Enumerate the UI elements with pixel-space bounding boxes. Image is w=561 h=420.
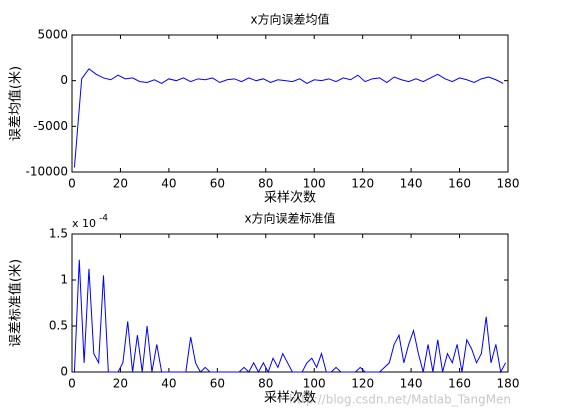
x-tick-label: 100: [303, 377, 326, 391]
x-tick-label: 80: [258, 377, 273, 391]
y-tick-label: -5000: [33, 119, 68, 133]
y-tick-label: 0.5: [49, 319, 68, 333]
x-tick-label: 180: [497, 377, 520, 391]
x-axis-label: 采样次数: [264, 390, 316, 406]
data-line: [73, 259, 507, 374]
y-axis-label: 误差均值(米): [8, 66, 24, 141]
x-tick-label: 20: [113, 177, 128, 191]
x-tick-label: 80: [258, 177, 273, 191]
watermark: http://blog.csdn.net/Matlab_TangMen: [289, 393, 511, 407]
x-tick-label: 60: [210, 377, 225, 391]
x-tick-label: 140: [400, 177, 423, 191]
x-tick-label: 120: [351, 177, 374, 191]
x-axis-label: 采样次数: [264, 190, 316, 206]
chart-title: x方向误差标准值: [244, 211, 335, 226]
axis-multiplier-exp: -4: [99, 214, 108, 224]
y-tick-label: 1: [60, 273, 68, 287]
x-tick-label: 120: [351, 377, 374, 391]
x-tick-label: 100: [303, 177, 326, 191]
y-tick-label: 0: [60, 73, 68, 87]
y-tick-label: 5000: [37, 28, 68, 42]
chart-title: x方向误差均值: [250, 12, 329, 27]
x-tick-label: 160: [448, 177, 471, 191]
x-tick-label: 180: [497, 177, 520, 191]
axes-box: [71, 34, 509, 173]
y-tick-label: 1.5: [49, 227, 68, 241]
x-tick-label: 40: [161, 377, 176, 391]
axis-multiplier: x 10: [72, 217, 96, 230]
y-tick-label: 0: [60, 365, 68, 379]
x-tick-label: 20: [113, 377, 128, 391]
y-tick-label: -10000: [25, 165, 68, 179]
x-tick-label: 0: [68, 377, 76, 391]
y-axis-label: 误差标准值(米): [8, 259, 24, 347]
x-tick-label: 40: [161, 177, 176, 191]
x-tick-label: 160: [448, 377, 471, 391]
data-line: [73, 68, 504, 168]
x-tick-label: 60: [210, 177, 225, 191]
x-tick-label: 140: [400, 377, 423, 391]
axes-box: [71, 233, 509, 373]
x-tick-label: 0: [68, 177, 76, 191]
